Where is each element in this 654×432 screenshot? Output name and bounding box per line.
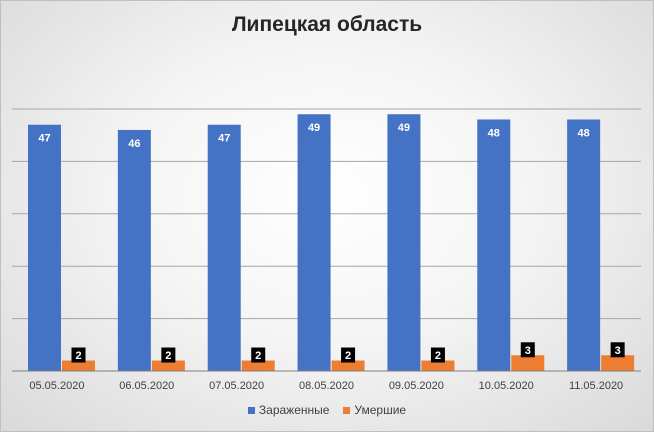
data-label-deaths: 2 xyxy=(255,350,261,362)
bar-deaths xyxy=(241,360,275,371)
legend-item-infected: Зараженные xyxy=(247,403,330,417)
data-label-box-deaths xyxy=(251,347,266,363)
x-tick-label: 09.05.2020 xyxy=(389,380,444,392)
bar-infected xyxy=(117,129,151,371)
data-label-box-deaths xyxy=(610,342,625,358)
data-label-deaths: 2 xyxy=(345,350,351,362)
x-tick-label: 07.05.2020 xyxy=(209,380,264,392)
legend-item-deaths: Умершие xyxy=(343,403,406,417)
data-label-deaths: 2 xyxy=(165,350,171,362)
bar-deaths xyxy=(62,360,95,371)
data-label-deaths: 2 xyxy=(75,350,81,362)
data-label-deaths: 3 xyxy=(525,345,531,357)
bar-infected xyxy=(387,114,421,372)
legend-swatch-deaths xyxy=(343,406,351,414)
data-label-box-deaths xyxy=(430,347,445,363)
data-label-infected: 47 xyxy=(38,133,50,145)
x-tick-label: 08.05.2020 xyxy=(299,380,354,392)
bar-infected xyxy=(297,114,331,372)
data-label-box-deaths xyxy=(520,342,535,358)
data-label-deaths: 2 xyxy=(435,350,441,362)
chart-title: Липецкая область xyxy=(231,13,423,36)
data-label-box-deaths xyxy=(71,347,86,363)
legend: Зараженные Умершие xyxy=(1,403,653,417)
bar-infected xyxy=(477,119,511,371)
bar-deaths xyxy=(151,360,185,371)
x-tick-label: 06.05.2020 xyxy=(119,380,174,392)
data-label-deaths: 3 xyxy=(615,345,621,357)
data-label-infected: 48 xyxy=(488,127,500,139)
x-tick-label: 10.05.2020 xyxy=(479,380,534,392)
bar-deaths xyxy=(421,360,455,371)
data-label-infected: 46 xyxy=(128,138,140,150)
data-label-infected: 49 xyxy=(398,122,410,134)
x-tick-label: 11.05.2020 xyxy=(569,380,623,392)
legend-label-infected: Зараженные xyxy=(258,403,330,417)
bar-infected xyxy=(28,124,61,371)
legend-swatch-infected xyxy=(247,406,255,414)
bar-deaths xyxy=(331,360,365,371)
bar-deaths xyxy=(511,355,545,371)
data-label-box-deaths xyxy=(161,347,176,363)
x-tick-label: 05.05.2020 xyxy=(29,380,84,392)
data-label-infected: 48 xyxy=(578,127,590,139)
data-label-infected: 49 xyxy=(308,122,320,134)
data-label-infected: 47 xyxy=(218,133,230,145)
legend-label-deaths: Умершие xyxy=(354,403,407,417)
data-label-box-deaths xyxy=(341,347,356,363)
bar-infected xyxy=(567,119,601,371)
bar-deaths xyxy=(601,355,635,371)
bar-infected xyxy=(207,124,241,371)
